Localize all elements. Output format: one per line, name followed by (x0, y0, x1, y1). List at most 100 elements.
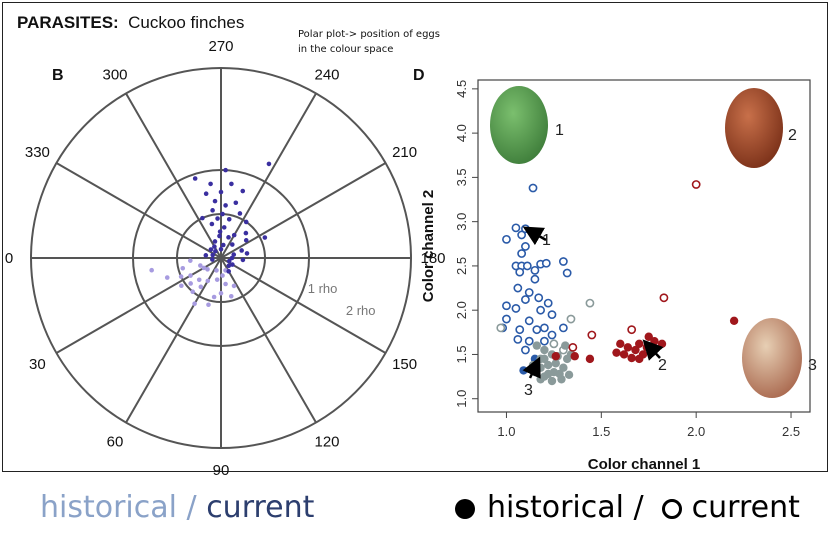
scatter-point-red-filled (612, 348, 621, 357)
legend-separator: / (186, 490, 197, 525)
polar-point-current (233, 200, 239, 206)
polar-point-current (213, 248, 218, 254)
scatter-point-blue-open (502, 301, 511, 311)
scatter-point-blue-open (524, 288, 534, 297)
polar-point-current (203, 253, 209, 258)
polar-point-current (237, 211, 243, 216)
scatter-point-red-filled (635, 354, 644, 364)
scatter-point-blue-open (528, 183, 538, 193)
scatter-point-grey-filled (561, 341, 570, 350)
legend-current-label: current (206, 490, 315, 525)
scatter-point-blue-open (543, 298, 553, 308)
polar-angle-label: 300 (102, 66, 127, 83)
polar-point-current (240, 257, 246, 263)
scatter-point-blue-open (547, 330, 557, 340)
polar-point-current (230, 262, 235, 267)
polar-point-current (243, 238, 249, 243)
scatter-point-blue-open (524, 336, 534, 346)
polar-spoke (125, 92, 222, 259)
polar-point-historical (179, 283, 184, 289)
scatter-point-grey-filled (557, 375, 566, 384)
polar-point-historical (192, 301, 197, 307)
polar-point-historical (188, 273, 193, 278)
scatter-point-blue-open (521, 345, 530, 355)
scatter-point-grey-filled (536, 375, 545, 384)
y-tick-label: 1.0 (454, 390, 469, 408)
polar-point-current (226, 258, 232, 264)
y-tick-label: 3.5 (454, 168, 469, 186)
polar-point-current (208, 247, 214, 252)
polar-ring-label: 1 rho (308, 281, 338, 296)
scatter-point-blue-open (540, 323, 549, 333)
y-tick-label: 3.0 (454, 213, 469, 231)
scatter-point-blue-open (536, 305, 546, 315)
polar-point-historical (223, 281, 228, 287)
y-tick-label: 2.5 (454, 257, 469, 275)
scatter-point-blue-open (517, 249, 527, 258)
annotation-arrow (522, 356, 541, 379)
polar-point-current (212, 239, 218, 244)
polar-spoke (220, 257, 317, 424)
polar-spoke (220, 92, 317, 259)
polar-point-current (217, 233, 222, 239)
polar-point-current (208, 181, 213, 187)
scatter-point-blue-open (541, 258, 551, 268)
panel-label-b: B (52, 67, 64, 84)
polar-point-current (229, 255, 235, 261)
scatter-point-blue-open (511, 304, 521, 313)
polar-point-historical (198, 284, 204, 290)
scatter-point-blue-open (530, 274, 540, 284)
polar-spoke (55, 257, 222, 354)
polar-point-current (226, 269, 231, 274)
scatter-point-blue-open (521, 242, 530, 251)
polar-point-historical (231, 283, 237, 289)
scatter-point-red-filled (631, 345, 640, 355)
polar-point-current (212, 198, 218, 204)
y-axis-label: Color channel 2 (420, 190, 437, 303)
scatter-point-blue-open (562, 268, 572, 278)
polar-point-historical (164, 275, 170, 280)
scatter-point-red-open (659, 293, 669, 303)
speckled-egg-icon (742, 318, 802, 398)
annotation-label: 2 (658, 357, 667, 374)
polar-point-historical (214, 268, 219, 273)
scatter-point-blue-open (558, 323, 568, 333)
polar-point-historical (218, 290, 224, 296)
scatter-point-red-filled (729, 316, 739, 326)
scatter-point-red-filled (627, 353, 636, 363)
polar-point-historical (196, 277, 202, 283)
scatter-point-red-open (627, 325, 637, 335)
scatter-point-blue-open (517, 230, 527, 240)
scatter-point-blue-open (502, 314, 511, 324)
polar-angle-label: 30 (29, 356, 46, 373)
polar-point-historical (188, 281, 193, 286)
scatter-point-blue-open (532, 325, 542, 335)
scatter-point-blue-open (540, 336, 549, 346)
polar-point-current (220, 242, 226, 248)
polar-point-current (209, 221, 215, 227)
scatter-point-grey-filled (564, 370, 574, 380)
polar-point-current (210, 252, 216, 258)
legend-scatter: historical / current (455, 490, 800, 525)
scatter-point-blue-open (513, 335, 523, 344)
scatter-point-grey-open (566, 314, 576, 324)
scatter-point-grey-filled (547, 376, 557, 386)
polar-angle-label: 120 (314, 434, 339, 451)
polar-point-current (210, 208, 215, 213)
polar-point-current (262, 235, 268, 240)
panel-label-d: D (413, 67, 425, 84)
annotation-arrow (642, 339, 664, 361)
polar-spoke (125, 257, 222, 424)
polar-point-historical (206, 302, 211, 308)
scatter-point-blue-open (530, 265, 540, 275)
polar-point-historical (205, 267, 210, 272)
green-egg-icon (490, 86, 548, 164)
x-tick-label: 2.5 (782, 424, 800, 439)
polar-point-historical (211, 294, 217, 300)
polar-point-current (200, 215, 205, 221)
y-tick-label: 4.5 (454, 80, 469, 98)
polar-angle-label: 90 (213, 462, 230, 479)
polar-point-current (220, 211, 225, 217)
polar-point-current (243, 219, 249, 225)
scatter-point-blue-open (515, 267, 525, 277)
